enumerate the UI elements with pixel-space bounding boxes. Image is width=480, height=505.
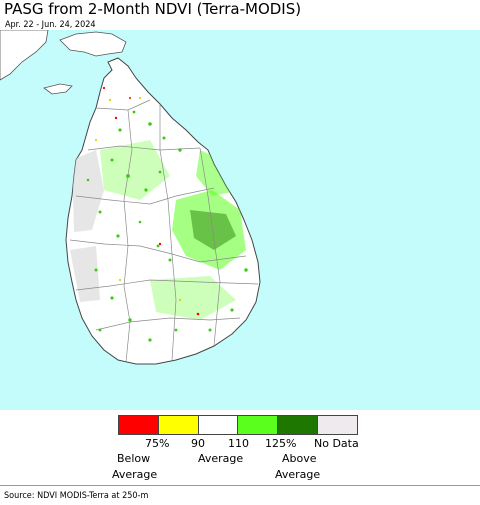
date-range: Apr. 22 - Jun. 24, 2024 [5, 20, 96, 30]
legend-swatch-110-125 [238, 416, 279, 434]
sri-lanka-island [65, 57, 261, 365]
legend-tick-no-data: No Data [314, 437, 359, 450]
map-title: PASG from 2-Month NDVI (Terra-MODIS) [4, 0, 302, 18]
legend-swatch-below-75 [119, 416, 159, 434]
legend-tick-90: 90 [191, 437, 205, 450]
legend-swatch-75-90 [158, 416, 199, 434]
legend-swatch-above-125 [278, 416, 319, 434]
map-area [0, 30, 480, 410]
map-svg [0, 30, 261, 365]
legend-above-line1: Above [282, 452, 317, 465]
green-dots [86, 110, 248, 342]
jaffna-peninsula [59, 31, 127, 57]
legend-below-line2: Average [112, 468, 158, 481]
footer-divider [0, 485, 480, 486]
mannar-island [43, 83, 73, 95]
green-mid [100, 140, 170, 200]
legend-tick-110: 110 [228, 437, 249, 450]
legend-average: Average [198, 452, 244, 465]
legend-swatch-90-110 [198, 416, 239, 434]
source-note: Source: NDVI MODIS-Terra at 250-m [4, 491, 149, 501]
legend-above-line2: Average [275, 468, 321, 481]
legend-tick-125: 125% [265, 437, 297, 450]
green-south [150, 276, 236, 320]
green-east-2 [196, 150, 232, 196]
legend-bar [118, 415, 358, 435]
legend-below-line1: Below [117, 452, 151, 465]
yellow-dots [94, 96, 182, 302]
green-east-1 [172, 190, 246, 270]
legend-swatch-no-data [318, 416, 357, 434]
district-boundaries [69, 99, 259, 363]
darkgreen-east [190, 210, 236, 250]
legend-tick-75: 75% [145, 437, 170, 450]
nodata-west-1 [72, 150, 104, 232]
red-dots [102, 86, 200, 316]
india-coast [0, 30, 49, 81]
